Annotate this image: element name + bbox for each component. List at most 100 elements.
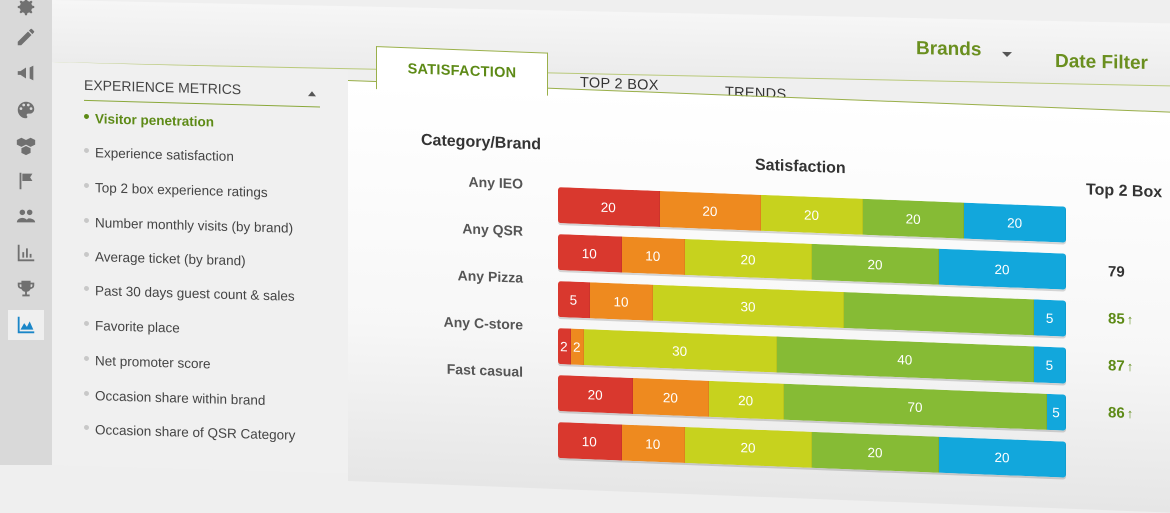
bar-segment: 5: [558, 281, 590, 319]
bullet-icon: [84, 355, 89, 361]
top2box-value: 86 ↑: [1108, 404, 1168, 423]
satisfaction-bar[interactable]: 2 2 30 40 5: [558, 328, 1066, 384]
row-label: Any C-store: [443, 313, 523, 333]
bullet-icon: [84, 424, 89, 430]
bar-segment: 10: [558, 234, 622, 273]
satisfaction-bar[interactable]: 5 10 30 5: [558, 281, 1066, 337]
bar-segment: 10: [621, 424, 685, 463]
bar-segment: 20: [812, 431, 939, 473]
sidebar-item-visitor-penetration[interactable]: Visitor penetration: [84, 111, 214, 130]
bar-segment: 30: [583, 329, 777, 373]
bar-segment: 20: [862, 198, 965, 239]
sidebar-item-label: Visitor penetration: [95, 111, 215, 130]
bar-segment: 20: [659, 190, 762, 231]
bar-segment: 20: [558, 375, 634, 414]
bar-segment: 5: [1033, 346, 1066, 384]
users-icon[interactable]: [8, 201, 44, 231]
satisfaction-bar[interactable]: 10 10 20 20 20: [558, 234, 1066, 290]
sidebar-item-average-ticket[interactable]: Average ticket (by brand): [84, 249, 246, 269]
bullet-icon: [84, 147, 89, 153]
sidebar-item-label: Occasion share of QSR Category: [95, 422, 296, 443]
bar-segment: 40: [776, 336, 1034, 383]
bar-segment: 20: [708, 380, 784, 420]
row-label: Any Pizza: [457, 267, 523, 286]
top2box-number: 85: [1108, 310, 1125, 328]
chevron-down-icon[interactable]: [1002, 51, 1012, 58]
sidebar-item-label: Average ticket (by brand): [95, 249, 246, 269]
trophy-icon[interactable]: [8, 274, 44, 304]
bar-segment: 70: [783, 383, 1048, 430]
bar-chart-icon[interactable]: [8, 238, 44, 268]
bar-segment: 5: [1034, 299, 1066, 337]
sidebar-item-label: Net promoter score: [95, 353, 211, 372]
satisfaction-panel: Category/Brand Satisfaction Top 2 Box An…: [348, 80, 1170, 513]
bar-segment: 10: [558, 422, 622, 461]
column-header-satisfaction: Satisfaction: [755, 156, 846, 178]
bar-segment: 2: [570, 328, 584, 366]
top2box-number: 86: [1108, 404, 1125, 422]
sidebar-title-label: EXPERIENCE METRICS: [84, 76, 242, 98]
satisfaction-bar[interactable]: 10 10 20 20 20: [558, 422, 1066, 478]
bar-segment: 20: [939, 248, 1066, 290]
sidebar-item-guest-count[interactable]: Past 30 days guest count & sales: [84, 283, 295, 304]
sidebar-item-label: Number monthly visits (by brand): [95, 215, 294, 236]
bar-segment: 10: [589, 282, 654, 321]
top2box-value: 87 ↑: [1108, 357, 1168, 376]
bar-segment: 20: [558, 187, 660, 227]
bullet-icon: [84, 285, 89, 291]
satisfaction-bar[interactable]: 20 20 20 20 20: [558, 187, 1066, 243]
sidebar-item-experience-satisfaction[interactable]: Experience satisfaction: [84, 145, 234, 164]
sidebar-item-occasion-qsr[interactable]: Occasion share of QSR Category: [84, 422, 295, 443]
bar-segment: 20: [761, 194, 863, 235]
row-label: [403, 406, 523, 411]
arrow-up-icon: ↑: [1126, 311, 1134, 328]
bar-segment: 20: [685, 426, 812, 468]
brands-dropdown[interactable]: Brands: [916, 38, 982, 61]
megaphone-icon[interactable]: [8, 58, 44, 88]
arrow-up-icon: ↑: [1126, 358, 1134, 375]
column-header-top2box: Top 2 Box: [1086, 181, 1163, 202]
sidebar-title[interactable]: EXPERIENCE METRICS: [84, 76, 320, 108]
row-label: Any IEO: [468, 173, 523, 192]
row-label: Any QSR: [462, 220, 523, 239]
sidebar-item-favorite-place[interactable]: Favorite place: [84, 318, 180, 336]
palette-icon[interactable]: [8, 95, 44, 125]
top2box-number: 87: [1108, 357, 1125, 375]
bar-segment: 5: [1047, 393, 1066, 431]
arrow-up-icon: ↑: [1126, 405, 1134, 422]
top2box-value: 85 ↑: [1108, 310, 1168, 329]
column-header-category: Category/Brand: [421, 131, 542, 154]
metrics-sidebar: EXPERIENCE METRICS Visitor penetration E…: [52, 62, 348, 474]
bar-segment: [843, 292, 1035, 336]
bullet-icon: [84, 217, 89, 223]
icon-rail: [0, 0, 52, 465]
sidebar-item-label: Experience satisfaction: [95, 145, 234, 165]
area-chart-icon[interactable]: [8, 310, 44, 340]
sidebar-item-occasion-brand[interactable]: Occasion share within brand: [84, 388, 265, 408]
bar-segment: 30: [653, 284, 844, 329]
top2box-number: 79: [1108, 263, 1125, 281]
bullet-icon: [84, 251, 89, 257]
sidebar-item-top-2-box[interactable]: Top 2 box experience ratings: [84, 180, 268, 200]
satisfaction-bar[interactable]: 20 20 20 70 5: [558, 375, 1066, 431]
bullet-icon: [84, 390, 89, 396]
sidebar-item-label: Favorite place: [95, 318, 180, 336]
bullet-icon: [84, 320, 89, 326]
chevron-up-icon[interactable]: [308, 91, 316, 97]
pencil-icon[interactable]: [8, 22, 44, 52]
sidebar-item-label: Top 2 box experience ratings: [95, 180, 268, 201]
bar-segment: 20: [685, 238, 812, 280]
tab-satisfaction[interactable]: SATISFACTION: [376, 46, 548, 96]
gear-icon[interactable]: [8, 0, 44, 22]
bar-segment: 2: [558, 328, 571, 365]
top2box-value: 79: [1108, 263, 1168, 282]
sidebar-item-net-promoter[interactable]: Net promoter score: [84, 353, 211, 372]
main-content: SATISFACTION TOP 2 BOX TRENDS Category/B…: [348, 40, 1170, 513]
boxes-icon[interactable]: [8, 131, 44, 161]
flag-icon[interactable]: [8, 166, 44, 196]
row-label: Fast casual: [446, 360, 523, 380]
sidebar-item-monthly-visits[interactable]: Number monthly visits (by brand): [84, 215, 293, 236]
bar-segment: 10: [621, 236, 685, 275]
sidebar-item-label: Past 30 days guest count & sales: [95, 283, 295, 304]
bar-segment: 20: [939, 436, 1066, 478]
